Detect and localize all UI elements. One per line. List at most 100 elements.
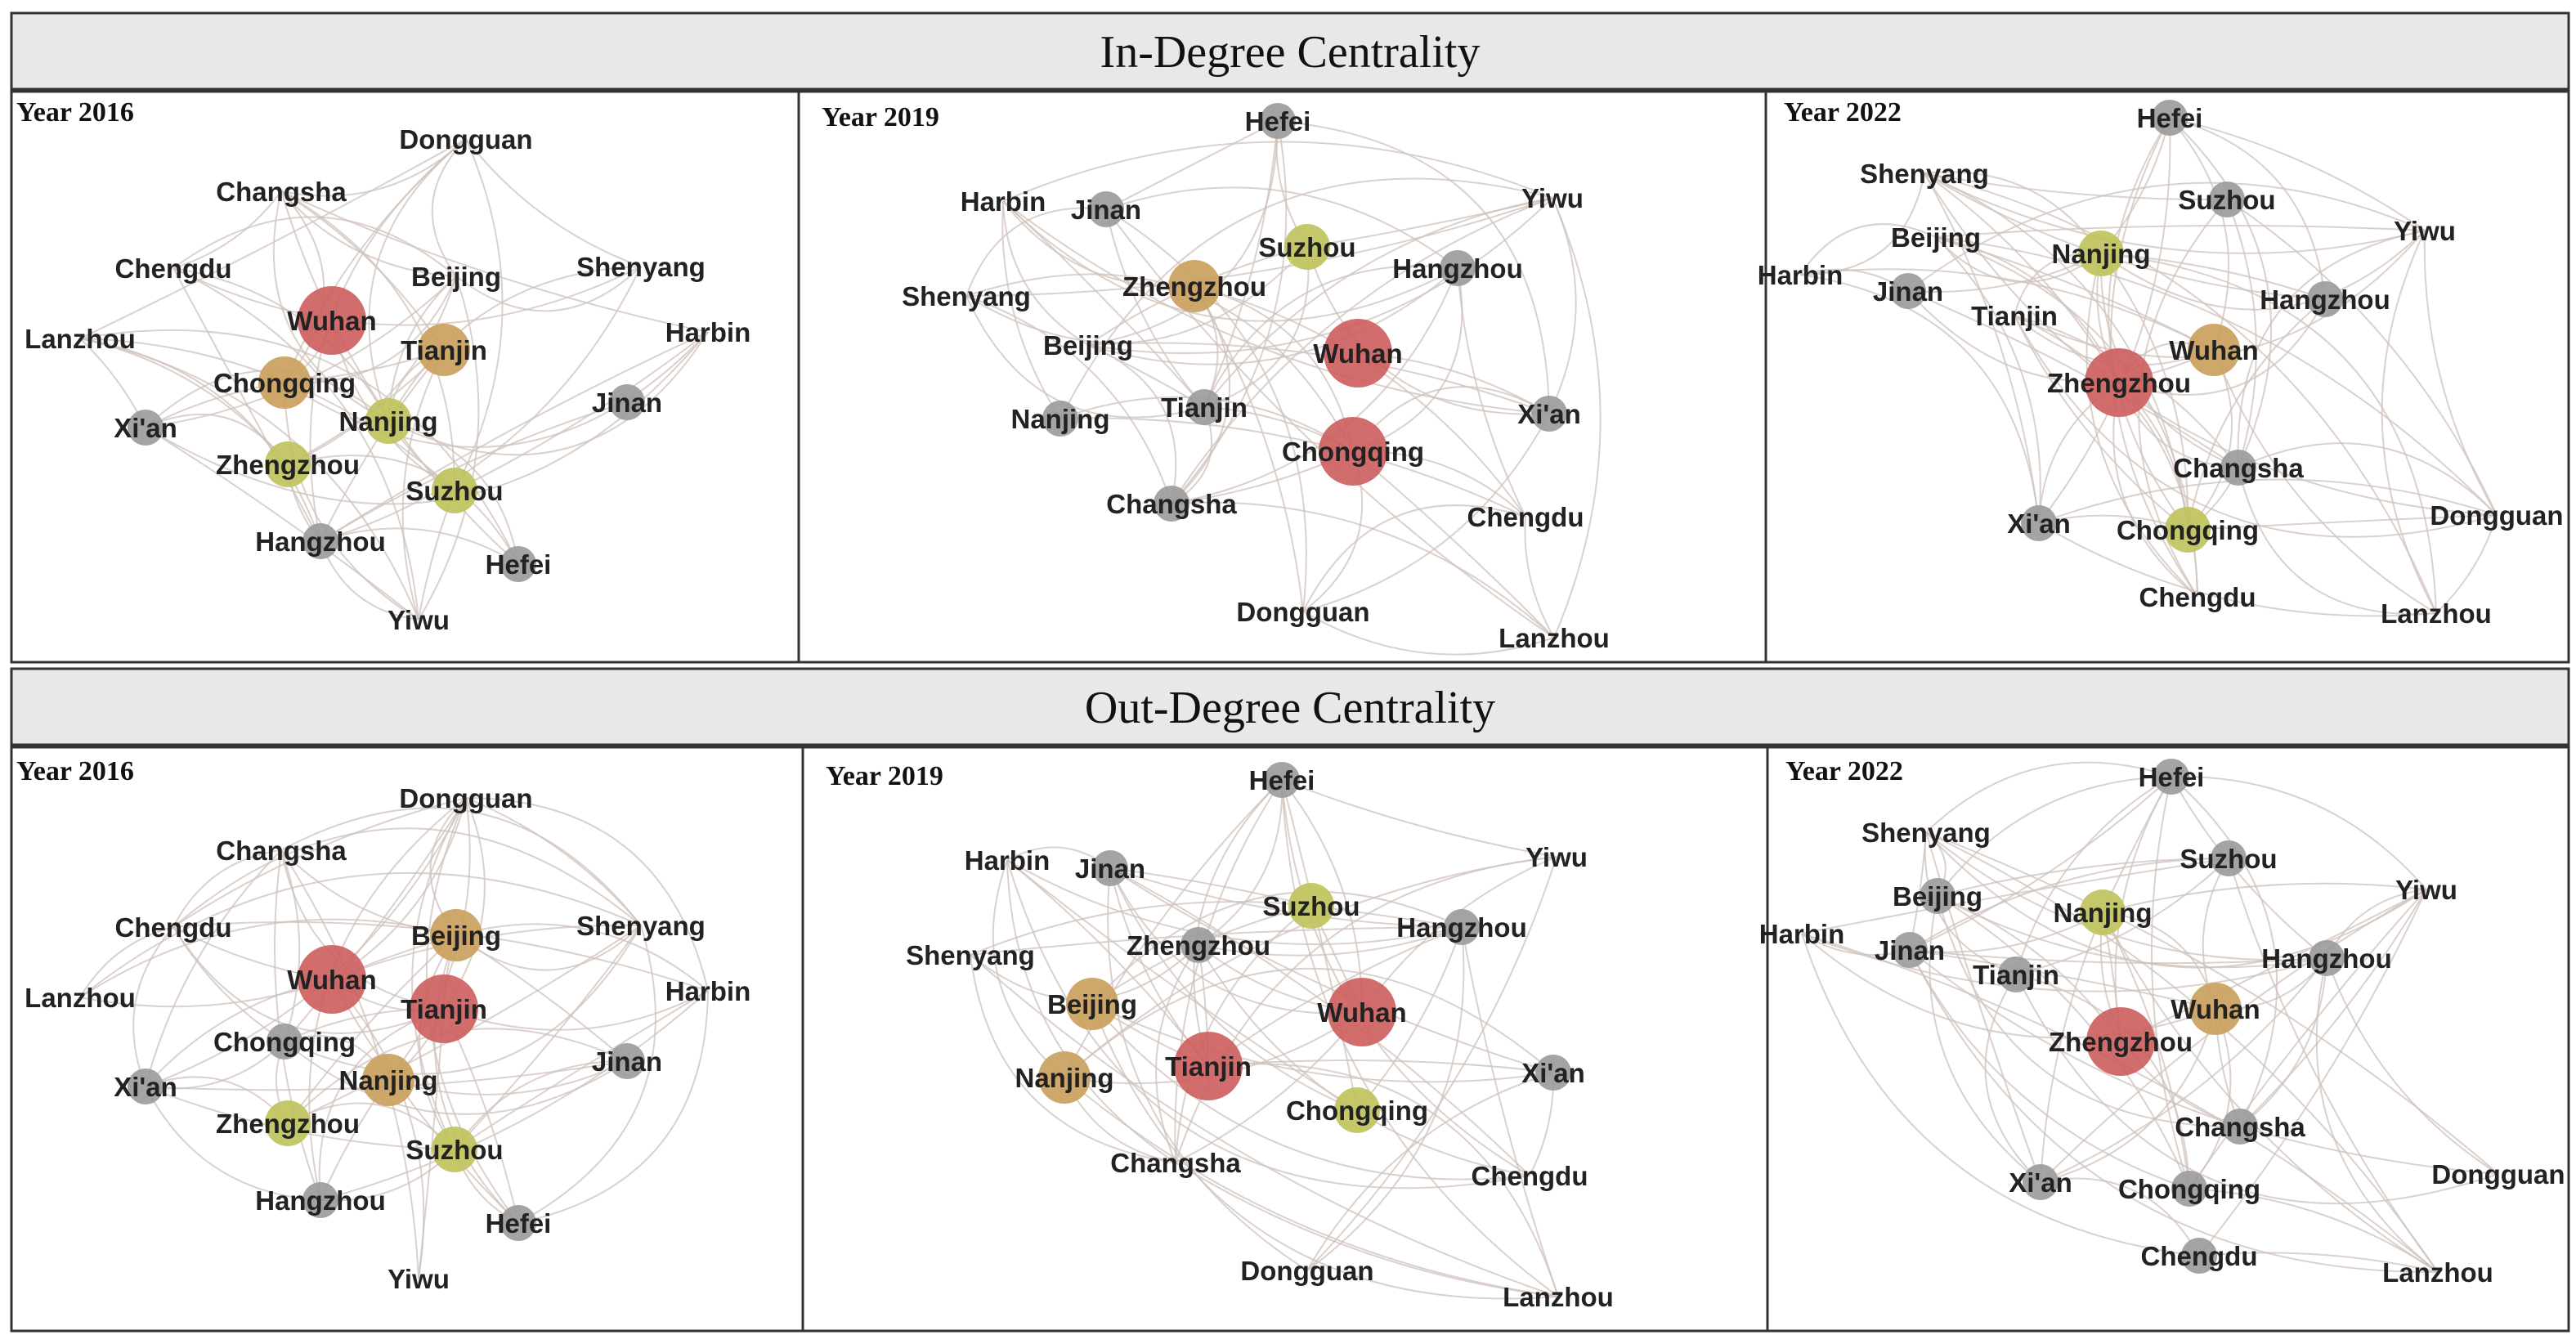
network-edge: [2187, 514, 2498, 531]
network-edge: [1203, 120, 1279, 408]
node-circle-olive: [2165, 507, 2211, 553]
network-node: Hefei: [486, 1205, 551, 1241]
node-label: Chongqing: [213, 368, 356, 398]
network-edge: [1801, 933, 2200, 1257]
network-edge: [1060, 417, 1526, 517]
network-edge: [172, 216, 457, 277]
network-edge: [1801, 933, 2439, 1273]
network-edge: [443, 990, 709, 1031]
network-node: Chengdu: [115, 912, 232, 943]
network-edge: [284, 925, 642, 1075]
node-circle-gray: [1088, 191, 1124, 227]
panel-year-label: Year 2016: [16, 97, 134, 128]
network-node: Tianjin: [401, 974, 487, 1043]
network-node: Chongqing: [213, 356, 356, 409]
network-node: Changsha: [216, 836, 347, 866]
network-edge: [1060, 177, 1553, 419]
network-edge: [970, 954, 1559, 1297]
network-node: Tianjin: [1971, 301, 2058, 331]
network-edge: [1109, 867, 1358, 1111]
network-edge: [2239, 957, 2327, 1127]
network-panel-in-2016: Year 2016 Dongguan Changsha Chengdu Shenyang…: [16, 97, 750, 635]
network-edge: [411, 797, 467, 1150]
network-edge: [1207, 1060, 1554, 1073]
node-circle-gray: [1264, 762, 1300, 798]
network-edge: [465, 138, 642, 267]
node-label: Suzhou: [405, 1135, 503, 1165]
network-edge: [2040, 957, 2327, 1183]
network-edge: [1935, 224, 2426, 238]
node-label: Suzhou: [1258, 232, 1355, 262]
network-edge: [1457, 267, 1526, 517]
network-edge: [145, 427, 419, 620]
node-circle-gray: [1440, 250, 1476, 286]
network-node: Shenyang: [1861, 818, 1991, 848]
network-edge: [1091, 1003, 1559, 1300]
network-edge: [2188, 1188, 2439, 1273]
node-label: Hefei: [1245, 106, 1311, 137]
network-node: Suzhou: [1262, 883, 1360, 929]
network-edge: [2120, 889, 2427, 1042]
node-label: Nanjing: [2054, 898, 2153, 928]
node-label: Shenyang: [902, 281, 1031, 311]
network-edge: [2435, 514, 2498, 614]
network-edge: [517, 990, 709, 1224]
network-node: Xi'an: [1517, 396, 1581, 432]
network-edge: [2213, 349, 2437, 614]
network-edge: [320, 401, 628, 542]
node-circle-olive: [265, 1100, 311, 1146]
network-edge: [1064, 967, 1554, 1078]
node-label: Zhengzhou: [1122, 271, 1266, 302]
network-edge: [145, 849, 282, 1087]
node-label: Chongqing: [2118, 1174, 2260, 1204]
network-edge: [1002, 141, 1553, 202]
node-label: Dongguan: [1236, 597, 1369, 627]
network-edge: [132, 926, 174, 1087]
node-circle-olive: [432, 1127, 477, 1172]
section-frame: [10, 90, 2570, 664]
node-label: Changsha: [2173, 453, 2304, 483]
network-edge: [320, 990, 709, 1201]
network-edge: [172, 266, 642, 326]
network-node: Zhengzhou: [216, 441, 360, 487]
node-label: Suzhou: [2180, 844, 2277, 874]
network-edge: [2014, 315, 2188, 531]
network-edge: [2381, 230, 2437, 614]
network-node: Harbin: [965, 845, 1051, 876]
network-edge: [2169, 117, 2273, 468]
node-circle-red: [2086, 1007, 2155, 1076]
node-circle-gray: [302, 523, 338, 559]
node-label: Xi'an: [2009, 1167, 2072, 1198]
network-edge: [1105, 208, 1205, 408]
node-label: Tianjin: [1165, 1051, 1252, 1082]
node-label: Yiwu: [2394, 216, 2456, 246]
node-circle-gray: [500, 1205, 536, 1241]
network-edge: [1935, 236, 2102, 283]
network-edge: [2188, 889, 2427, 1189]
network-edge: [1924, 172, 2120, 383]
node-label: Jinan: [1875, 935, 1945, 965]
node-label: Zhengzhou: [1127, 930, 1270, 961]
node-circle-red: [1324, 319, 1392, 388]
network-edge: [1924, 172, 2040, 524]
node-label: Wuhan: [287, 306, 376, 336]
network-node: Xi'an: [114, 1068, 177, 1104]
network-edge: [1109, 867, 1463, 928]
node-circle-red: [2085, 348, 2153, 417]
node-circle-gray: [1920, 878, 1956, 914]
network-node: Shenyang: [1860, 159, 1989, 189]
network-edge: [1801, 933, 2216, 1039]
network-node: Jinan: [592, 1043, 662, 1079]
network-edge: [320, 266, 642, 542]
network-node: Beijing: [1891, 222, 1981, 253]
network-edge: [1548, 197, 1577, 414]
network-node: Lanzhou: [1499, 623, 1610, 653]
node-circle-gray: [500, 546, 536, 582]
network-node: Jinan: [1875, 932, 1945, 968]
node-circle-gray: [609, 384, 645, 420]
network-edge: [455, 266, 642, 312]
network-node: Suzhou: [405, 1127, 504, 1172]
network-node: Changsha: [1110, 1148, 1241, 1178]
node-circle-olive: [2078, 231, 2124, 276]
node-label: Lanzhou: [25, 983, 136, 1013]
